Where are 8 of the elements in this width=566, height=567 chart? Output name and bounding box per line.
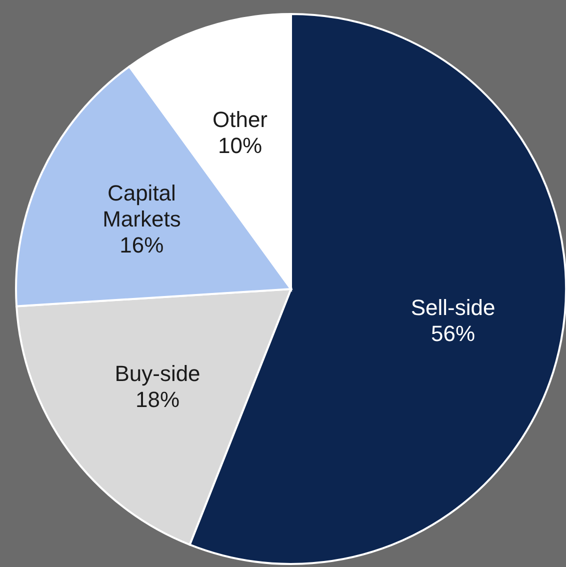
slice-label: Sell-side <box>410 294 496 320</box>
data-label: 10% <box>218 133 262 158</box>
data-label: 18% <box>135 386 180 412</box>
data-label: 16% <box>120 232 164 258</box>
slice-label: Other <box>212 107 268 132</box>
slice-label: Buy-side <box>114 360 200 386</box>
data-label: 56% <box>431 320 476 346</box>
slice-label: Capital Markets <box>102 180 181 232</box>
